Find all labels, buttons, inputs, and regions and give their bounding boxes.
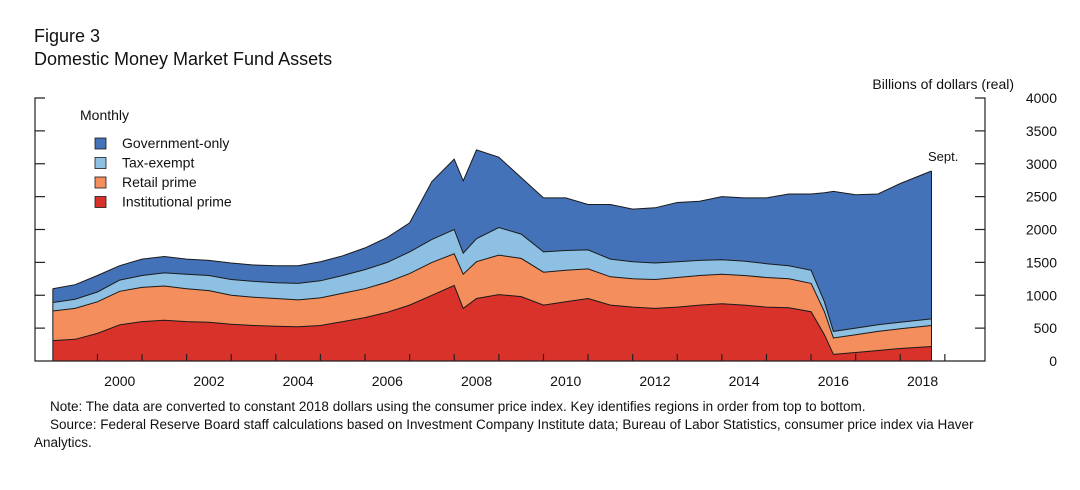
boundary-retail-prime <box>52 253 932 339</box>
y-axis: 0 500 1000 1500 2000 2500 3000 3500 4000 <box>35 90 1057 369</box>
x-axis: 2000 2002 2004 2006 2008 2010 2012 2014 2016 2018 <box>96 354 946 389</box>
stacked-area-chart: 2000 2002 2004 2006 2008 2010 2012 2014 2016 2018… <box>34 90 1057 389</box>
x-tick-label: 2016 <box>818 373 849 389</box>
y-tick-label: 4000 <box>1026 90 1057 106</box>
boundary-tax-exempt <box>52 226 932 332</box>
legend-swatch-retail-prime <box>94 176 107 189</box>
area-layers <box>52 149 932 361</box>
y-tick-label: 3500 <box>1026 123 1057 139</box>
y-tick-label: 0 <box>1049 353 1057 369</box>
frame-line <box>34 97 986 362</box>
boundary-institutional-prime <box>52 284 932 355</box>
boundary-government-only <box>52 149 932 290</box>
figure-title: Domestic Money Market Fund Assets <box>34 49 333 69</box>
y-tick-label: 1500 <box>1026 254 1057 270</box>
y-tick-label: 500 <box>1034 320 1058 336</box>
frequency-label: Monthly <box>80 107 129 123</box>
area-tax-exempt <box>52 227 932 338</box>
legend-label-institutional-prime: Institutional prime <box>122 194 232 210</box>
x-tick-label: 2014 <box>729 373 760 389</box>
y-axis-units-label: Billions of dollars (real) <box>872 76 1014 92</box>
legend-swatch-tax-exempt <box>94 157 107 169</box>
area-institutional-prime <box>52 285 932 361</box>
x-tick-label: 2000 <box>104 373 135 389</box>
legend: Government-only Tax-exempt Retail prime Ins… <box>94 135 232 210</box>
legend-swatch-institutional-prime <box>94 196 107 208</box>
legend-label-retail-prime: Retail prime <box>122 174 197 190</box>
x-tick-label: 2008 <box>461 373 492 389</box>
y-tick-label: 2500 <box>1026 189 1057 205</box>
figure-number: Figure 3 <box>34 26 101 46</box>
x-tick-label: 2018 <box>907 373 938 389</box>
notes-block: Note: The data are converted to constant… <box>34 398 1034 452</box>
y-tick-label: 1000 <box>1026 287 1057 303</box>
sept-annotation: Sept. <box>928 149 958 164</box>
area-retail-prime <box>52 253 932 355</box>
y-tick-label: 2000 <box>1026 222 1057 238</box>
y-tick-label: 3000 <box>1026 156 1057 172</box>
x-tick-label: 2012 <box>639 373 670 389</box>
legend-label-tax-exempt: Tax-exempt <box>122 155 194 171</box>
note-text: Note: The data are converted to constant… <box>50 399 866 414</box>
area-government-only <box>52 149 932 332</box>
x-tick-label: 2002 <box>193 373 224 389</box>
x-tick-label: 2006 <box>372 373 403 389</box>
plot-frame <box>34 97 986 362</box>
legend-swatch-government-only <box>94 137 107 150</box>
source-text: Source: Federal Reserve Board staff calc… <box>34 417 974 450</box>
legend-label-government-only: Government-only <box>122 135 229 151</box>
x-tick-label: 2004 <box>283 373 314 389</box>
x-tick-label: 2010 <box>550 373 581 389</box>
